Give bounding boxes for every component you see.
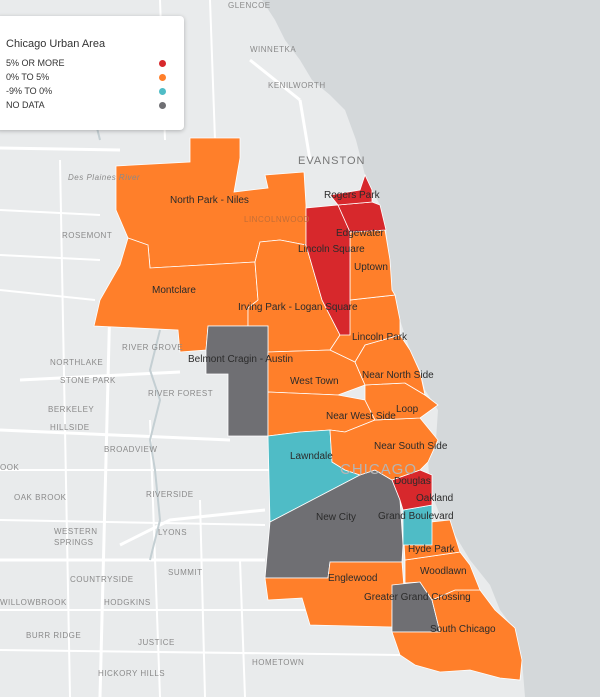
legend-label: NO DATA	[6, 100, 45, 110]
region-label: West Town	[290, 376, 339, 387]
region-label: Woodlawn	[420, 566, 467, 577]
legend-swatch	[159, 88, 166, 95]
place-label: JUSTICE	[138, 638, 175, 647]
place-label: STONE PARK	[60, 376, 116, 385]
region-label: Lincoln Park	[352, 332, 408, 343]
legend-item-neg9-to-0: -9% TO 0%	[6, 86, 166, 98]
place-label: HILLSIDE	[50, 423, 90, 432]
region-label: Lincoln Square	[298, 244, 365, 255]
region-label: Lawndale	[290, 451, 333, 462]
region-label: Near South Side	[374, 441, 448, 452]
region-label: New City	[316, 512, 356, 523]
region-label: Rogers Park	[324, 190, 381, 201]
region-rogers-park[interactable]	[329, 173, 373, 206]
place-label: EVANSTON	[298, 155, 366, 167]
road-network	[0, 0, 401, 697]
region-label: Edgewater	[336, 228, 384, 239]
legend-item-0-to-5: 0% TO 5%	[6, 72, 166, 84]
place-label: NORTHLAKE	[50, 358, 103, 367]
place-label: Des Plaines River	[68, 173, 140, 182]
region-belmont-cragin-austin[interactable]	[205, 325, 269, 437]
place-label: OAK BROOK	[14, 493, 67, 502]
region-label: Uptown	[354, 262, 388, 273]
place-label: RIVER FOREST	[148, 389, 213, 398]
legend-item-no-data: NO DATA	[6, 100, 166, 112]
region-label: Loop	[396, 404, 419, 415]
place-label: BURR RIDGE	[26, 631, 81, 640]
place-label: CHICAGO	[340, 461, 417, 478]
region-label: Irving Park - Logan Square	[238, 302, 358, 313]
place-label: KENILWORTH	[268, 81, 326, 90]
legend-swatch	[159, 74, 166, 81]
place-label: ROSEMONT	[62, 231, 112, 240]
place-label: SUMMIT	[168, 568, 203, 577]
place-label: WESTERN	[54, 527, 98, 536]
place-labels: GLENCOE WINNETKA KENILWORTH EVANSTON Des…	[0, 1, 417, 678]
legend-swatch	[159, 102, 166, 109]
place-label: RIVER GROVE	[122, 343, 183, 352]
legend-label: 5% OR MORE	[6, 58, 65, 68]
region-label: Douglas	[394, 476, 431, 487]
region-label: Englewood	[328, 573, 377, 584]
region-labels: North Park - Niles Rogers Park Edgewater…	[152, 190, 496, 635]
place-label: COUNTRYSIDE	[70, 575, 134, 584]
choropleth-regions	[93, 137, 523, 681]
place-label: WINNETKA	[250, 45, 296, 54]
region-label: Belmont Cragin - Austin	[188, 354, 293, 365]
place-label: HOMETOWN	[252, 658, 304, 667]
region-label: Near West Side	[326, 411, 396, 422]
region-label: Montclare	[152, 285, 196, 296]
place-label: BROADVIEW	[104, 445, 157, 454]
place-label: OOK	[0, 463, 19, 472]
legend-swatch	[159, 60, 166, 67]
legend-title: Chicago Urban Area	[6, 38, 106, 50]
region-label: Near North Side	[362, 370, 434, 381]
legend-item-5-or-more: 5% OR MORE	[6, 58, 166, 70]
map-legend: Chicago Urban Area 5% OR MORE 0% TO 5% -…	[0, 16, 184, 130]
region-label: Oakland	[416, 493, 453, 504]
region-label: Hyde Park	[408, 544, 456, 555]
place-label: GLENCOE	[228, 1, 271, 10]
place-label: LINCOLNWOOD	[244, 215, 310, 224]
place-label: BERKELEY	[48, 405, 94, 414]
place-label: LYONS	[158, 528, 187, 537]
region-woodlawn[interactable]	[404, 551, 481, 601]
region-label: North Park - Niles	[170, 195, 249, 206]
region-label: Grand Boulevard	[378, 511, 454, 522]
place-label: HODGKINS	[104, 598, 151, 607]
legend-label: -9% TO 0%	[6, 86, 53, 96]
region-label: South Chicago	[430, 624, 496, 635]
place-label: WILLOWBROOK	[0, 598, 67, 607]
lake-michigan	[262, 0, 600, 697]
place-label: RIVERSIDE	[146, 490, 194, 499]
place-label: HICKORY HILLS	[98, 669, 165, 678]
legend-label: 0% TO 5%	[6, 72, 50, 82]
region-label: Greater Grand Crossing	[364, 592, 471, 603]
place-label: SPRINGS	[54, 538, 94, 547]
